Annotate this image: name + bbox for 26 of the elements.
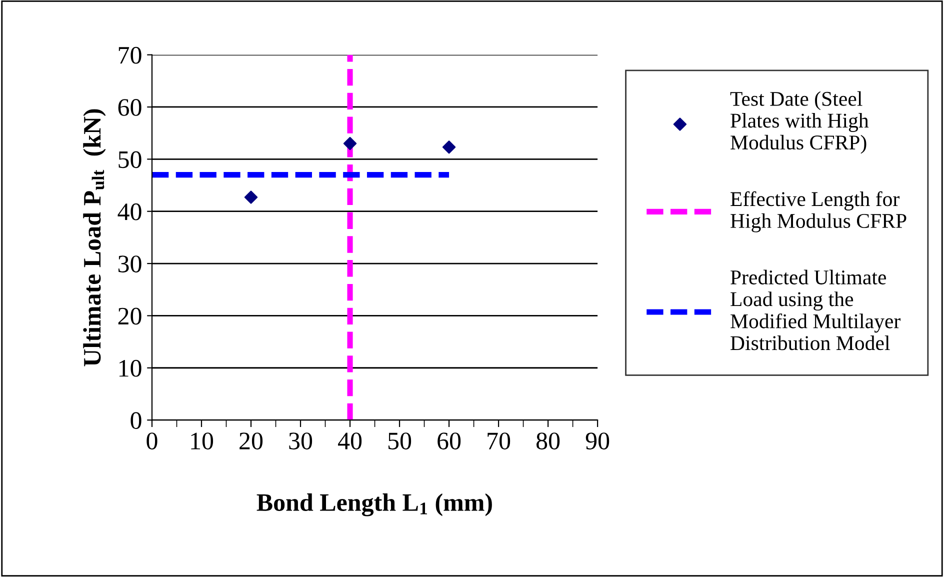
y-axis-title: Ultimate Load P$_{ult}$ (kN) (83, 109, 106, 366)
y-tick-label: 30 (118, 256, 142, 272)
legend-label: Test Date (Steel Plates with High Modulus CFRP) (730, 91, 869, 154)
y-tick-label: 10 (119, 360, 142, 377)
point (343, 136, 357, 150)
x-tick-label: 30 (289, 432, 312, 450)
legend-label: Predicted Ultimate Load using the Modified Multilayer Distribution Model (730, 270, 900, 350)
x-tick-label: 90 (586, 432, 610, 450)
point (244, 190, 258, 204)
x-tick-label: 0 (146, 432, 158, 450)
legend-label: Effective Length for High Modulus CFRP (730, 191, 906, 232)
x-axis-title: Bond Length L$_{1}$ (mm) (256, 493, 492, 516)
x-tick-label: 80 (536, 432, 560, 450)
x-tick-label: 60 (438, 432, 461, 450)
y-tick-label: 50 (118, 151, 142, 168)
y-tick-label: 70 (118, 46, 142, 64)
y-tick-label: 40 (118, 203, 142, 220)
x-tick-label: 10 (191, 432, 214, 450)
point (442, 140, 456, 154)
y-tick-label: 60 (118, 99, 142, 116)
x-tick-label: 70 (488, 432, 510, 450)
x-tick-label: 20 (240, 432, 263, 450)
x-tick-label: 50 (388, 432, 412, 450)
y-tick-label: 0 (130, 412, 142, 429)
x-tick-label: 40 (338, 432, 362, 450)
y-tick-label: 20 (118, 308, 142, 325)
